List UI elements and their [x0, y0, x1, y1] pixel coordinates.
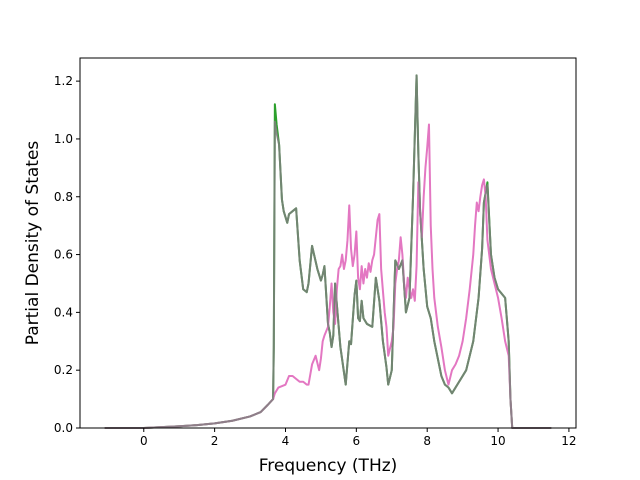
x-tick-label: 2: [211, 434, 219, 448]
series-line-2: [104, 123, 552, 429]
y-axis-label: Partial Density of States: [23, 141, 43, 346]
y-tick-label: 1.0: [54, 132, 73, 146]
x-tick-label: 12: [561, 434, 576, 448]
y-tick-label: 1.2: [54, 74, 73, 88]
y-axis-ticks: 0.0 0.2 0.4 0.6 0.8 1.0 1.2: [54, 74, 80, 435]
x-tick-label: 0: [140, 434, 148, 448]
y-tick-label: 0.6: [54, 248, 73, 262]
x-tick-label: 8: [423, 434, 431, 448]
y-tick-label: 0.8: [54, 190, 73, 204]
series-line-1: [104, 74, 552, 429]
x-axis-label: Frequency (THz): [259, 456, 398, 476]
x-axis-ticks: 0 2 4 6 8 10 12: [140, 428, 577, 448]
y-tick-label: 0.2: [54, 363, 73, 377]
y-tick-label: 0.0: [54, 421, 73, 435]
x-tick-label: 6: [353, 434, 361, 448]
x-tick-label: 10: [490, 434, 505, 448]
series-layer: [104, 74, 552, 429]
x-tick-label: 4: [282, 434, 290, 448]
series-line-3: [104, 74, 552, 429]
axes-frame: [79, 57, 577, 429]
y-tick-label: 0.4: [54, 305, 73, 319]
